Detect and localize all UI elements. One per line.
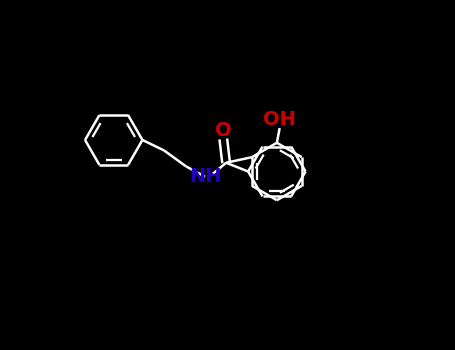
Text: OH: OH bbox=[263, 110, 296, 129]
Text: O: O bbox=[215, 121, 232, 140]
Text: NH: NH bbox=[189, 167, 221, 186]
